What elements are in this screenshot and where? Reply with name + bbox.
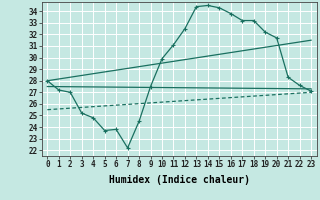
X-axis label: Humidex (Indice chaleur): Humidex (Indice chaleur): [109, 175, 250, 185]
